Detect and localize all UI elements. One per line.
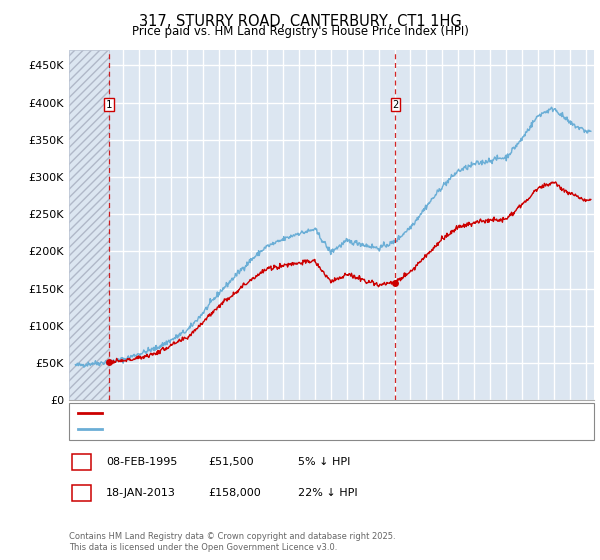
Text: £158,000: £158,000 xyxy=(208,488,261,498)
Text: 2: 2 xyxy=(78,488,85,498)
Text: 22% ↓ HPI: 22% ↓ HPI xyxy=(298,488,358,498)
Text: 317, STURRY ROAD, CANTERBURY, CT1 1HG: 317, STURRY ROAD, CANTERBURY, CT1 1HG xyxy=(139,14,461,29)
Text: 5% ↓ HPI: 5% ↓ HPI xyxy=(298,457,350,467)
Text: HPI: Average price, semi-detached house, Canterbury: HPI: Average price, semi-detached house,… xyxy=(109,424,390,435)
Text: 08-FEB-1995: 08-FEB-1995 xyxy=(106,457,178,467)
Text: £51,500: £51,500 xyxy=(208,457,254,467)
Text: 2: 2 xyxy=(392,100,398,110)
Text: Price paid vs. HM Land Registry's House Price Index (HPI): Price paid vs. HM Land Registry's House … xyxy=(131,25,469,38)
Text: 317, STURRY ROAD, CANTERBURY, CT1 1HG (semi-detached house): 317, STURRY ROAD, CANTERBURY, CT1 1HG (s… xyxy=(109,408,462,418)
Text: 1: 1 xyxy=(106,100,112,110)
Text: Contains HM Land Registry data © Crown copyright and database right 2025.
This d: Contains HM Land Registry data © Crown c… xyxy=(69,532,395,552)
Bar xyxy=(69,50,109,400)
Text: 18-JAN-2013: 18-JAN-2013 xyxy=(106,488,176,498)
Text: 1: 1 xyxy=(78,457,85,467)
